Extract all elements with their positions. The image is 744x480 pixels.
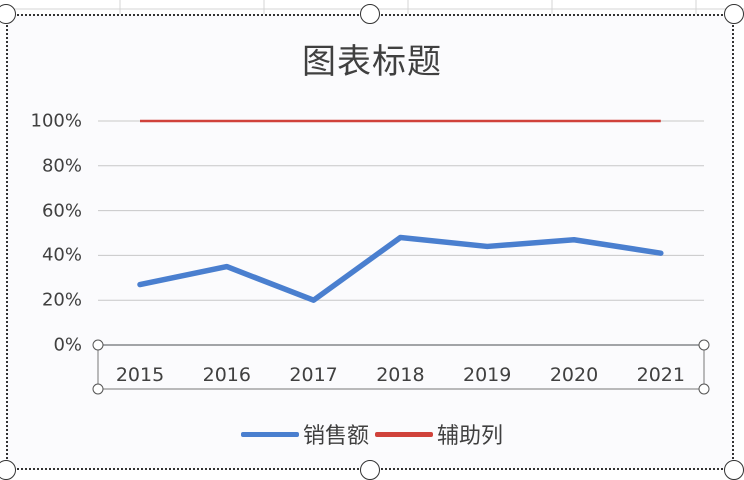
x-tick-label: 2015: [115, 364, 165, 386]
legend-swatch-sales: [240, 431, 299, 437]
axis-handle-bottom-left[interactable]: [92, 383, 104, 395]
resize-handle-top-left[interactable]: [0, 4, 16, 24]
axis-handle-top-left[interactable]: [92, 339, 104, 351]
x-tick-label: 2018: [376, 364, 425, 386]
y-tick-label: 0%: [53, 334, 82, 356]
chart-title[interactable]: 图表标题: [302, 42, 442, 82]
x-tick-label: 2020: [549, 364, 599, 386]
series-line-sales[interactable]: [137, 234, 664, 303]
resize-handle-top-center[interactable]: [360, 4, 380, 24]
legend[interactable]: 销售额 辅助列: [0, 418, 744, 450]
x-axis-selection-box[interactable]: [97, 344, 705, 390]
resize-handle-top-right[interactable]: [724, 4, 744, 24]
legend-swatch-auxiliary: [375, 431, 433, 437]
y-tick-label: 20%: [41, 289, 82, 311]
legend-label-sales: 销售额: [302, 424, 369, 449]
y-tick-label: 60%: [41, 200, 82, 222]
axis-handle-top-right[interactable]: [698, 339, 710, 351]
x-tick-label: 2021: [636, 364, 685, 386]
y-tick-label: 40%: [41, 244, 82, 266]
y-tick-label: 100%: [30, 110, 82, 132]
x-tick-label: 2019: [463, 364, 512, 386]
axis-handle-bottom-right[interactable]: [698, 383, 710, 395]
legend-label-auxiliary: 辅助列: [437, 424, 504, 449]
y-tick-label: 80%: [41, 155, 82, 177]
legend-item-sales[interactable]: 销售额: [240, 418, 369, 450]
x-tick-label: 2016: [202, 364, 251, 386]
resize-handle-bottom-center[interactable]: [360, 460, 380, 480]
resize-handle-bottom-right[interactable]: [724, 460, 744, 480]
chart-area[interactable]: [6, 14, 734, 470]
x-tick-label: 2017: [289, 364, 338, 386]
legend-item-auxiliary[interactable]: 辅助列: [375, 418, 503, 450]
